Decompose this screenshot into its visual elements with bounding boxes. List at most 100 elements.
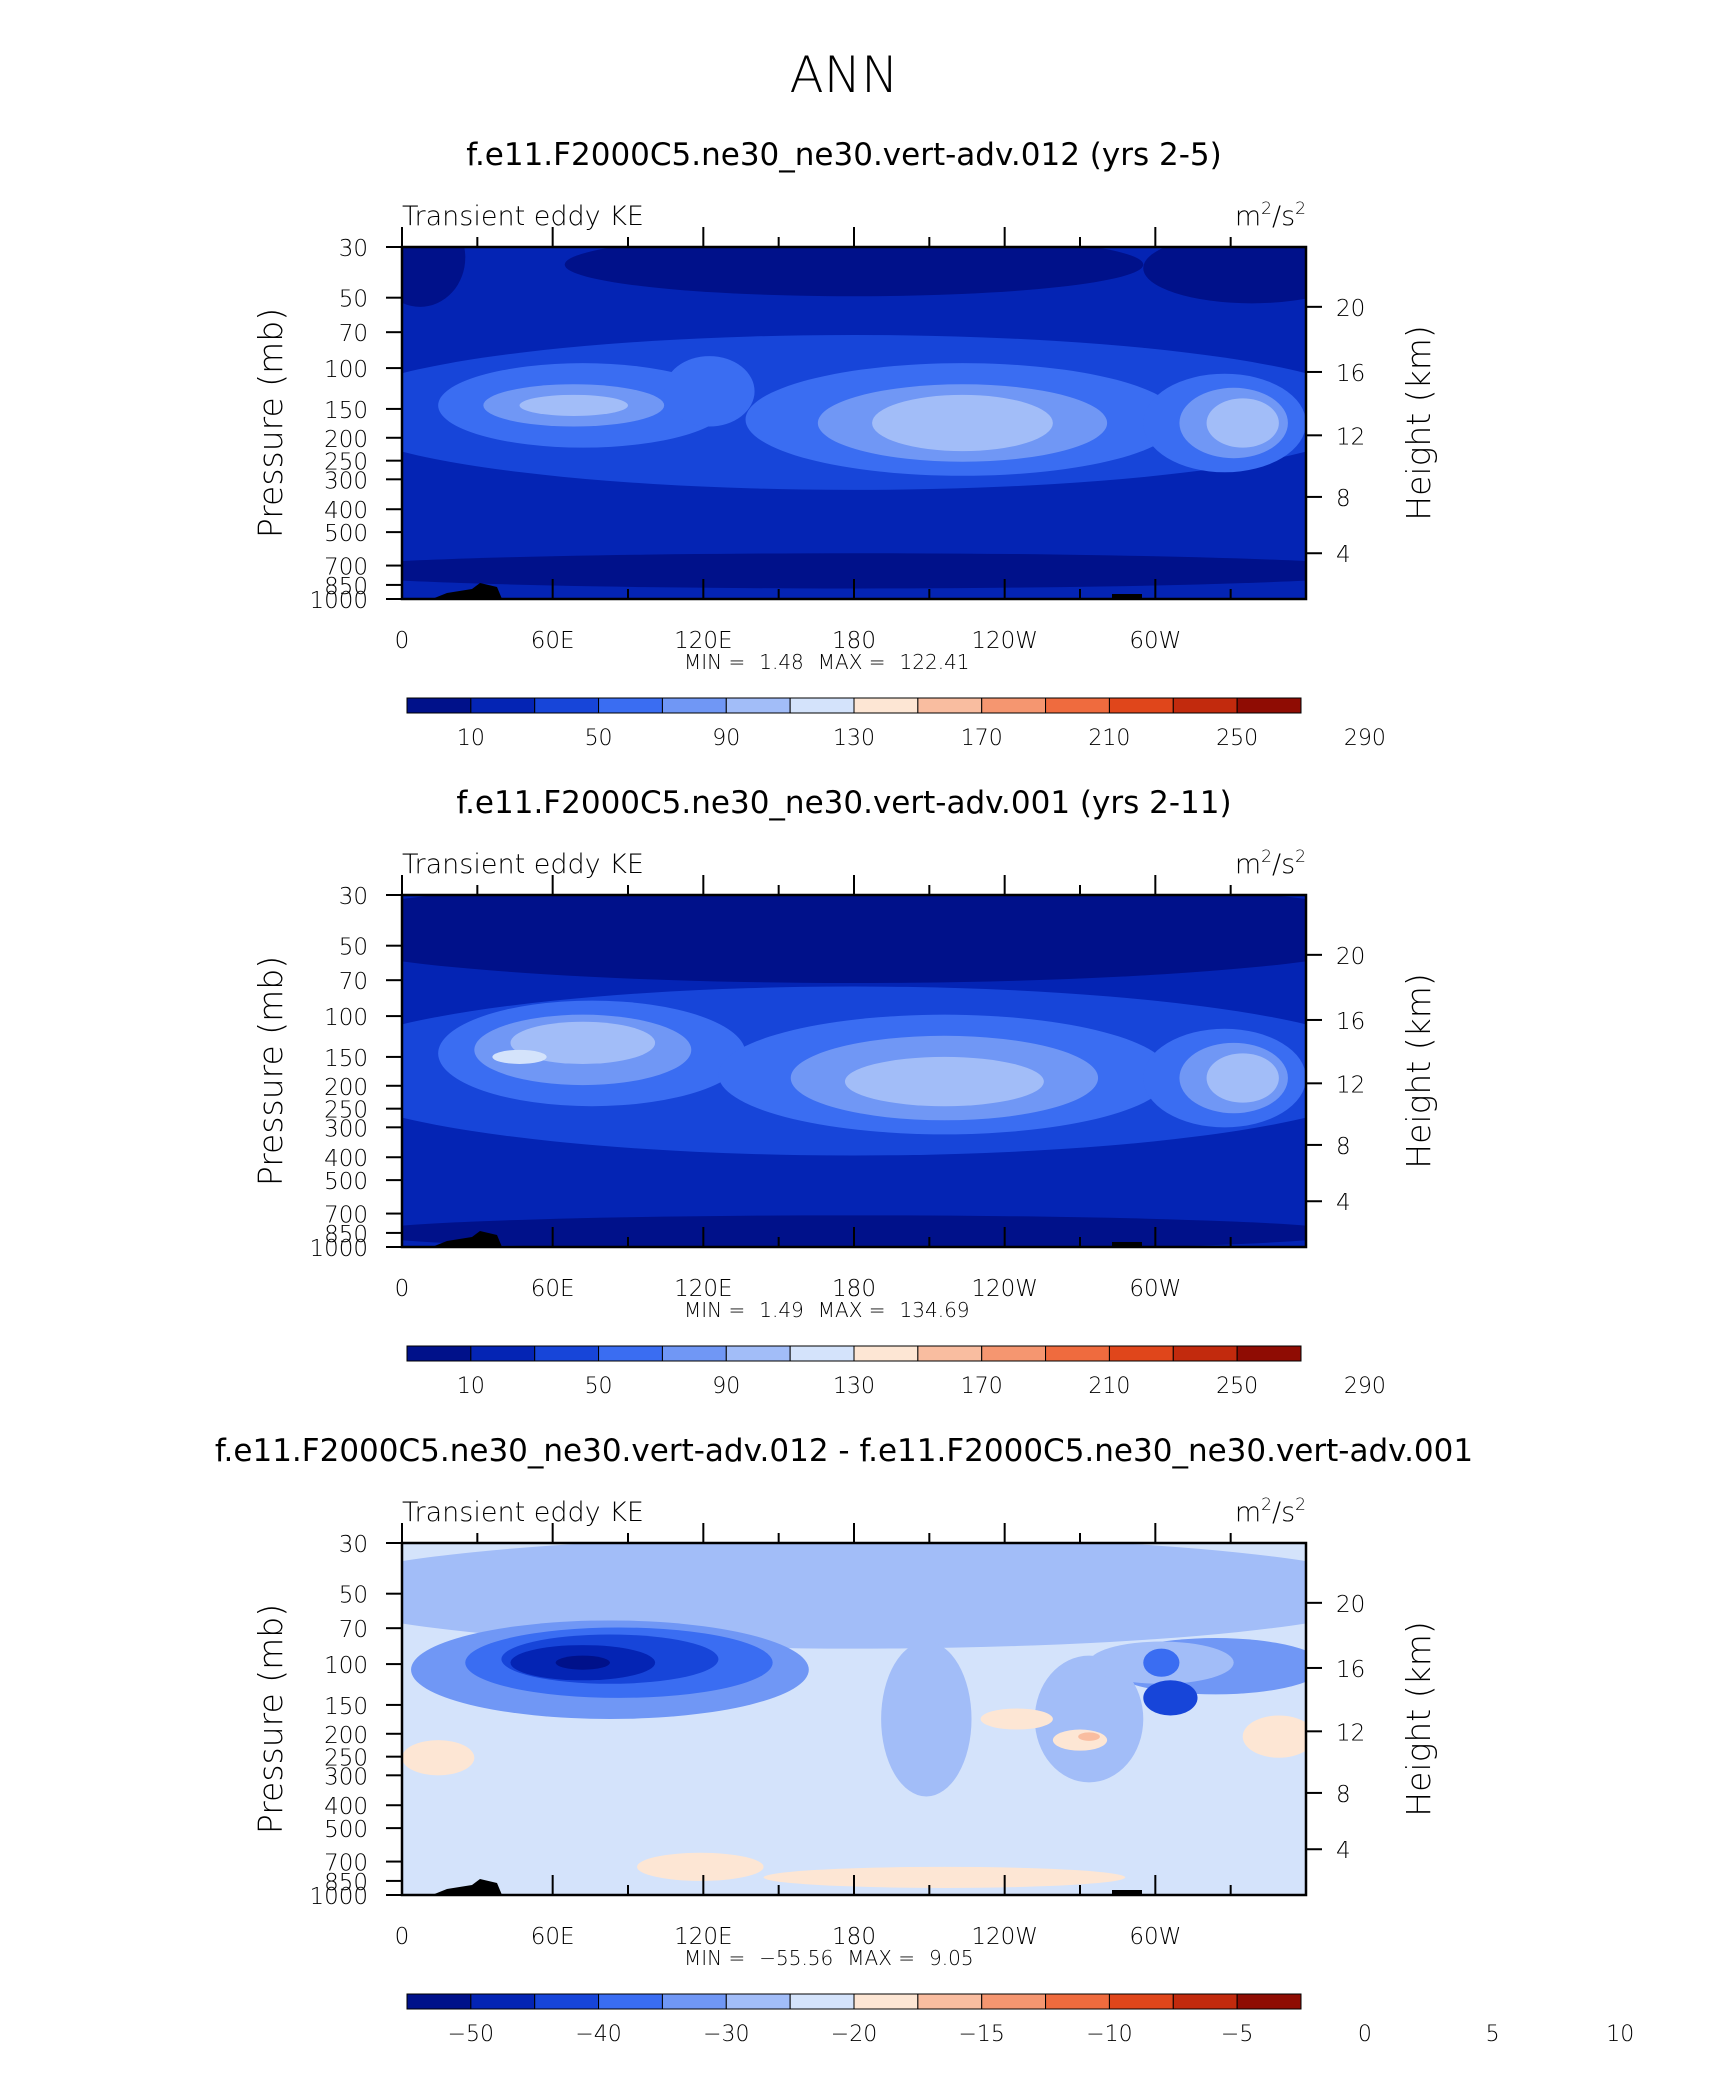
- topography-mask: [1112, 1890, 1142, 1895]
- y-tick-label: 30: [339, 1532, 368, 1558]
- colorbar-label: 90: [712, 726, 740, 751]
- topography-mask: [432, 1879, 502, 1895]
- colorbar-swatch: [661, 697, 727, 714]
- x-tick-label: 180: [832, 1276, 876, 1302]
- x-tick-label: 60E: [531, 1924, 575, 1950]
- x-tick-label: 180: [832, 1924, 876, 1950]
- colorbar-label: 10: [1606, 2022, 1634, 2047]
- colorbar-swatch: [661, 1345, 727, 1362]
- colorbar-swatch: [1236, 1993, 1302, 2010]
- y-right-tick-label: 16: [1336, 1009, 1365, 1035]
- colorbar-swatch: [917, 697, 983, 714]
- min-max-stats: MIN = 1.49 MAX = 134.69: [684, 1298, 970, 1322]
- y-tick-label: 200: [324, 427, 368, 453]
- colorbar-swatch: [725, 1345, 791, 1362]
- colorbar-label: 10: [457, 1374, 485, 1399]
- chart-panel-2: f.e11.F2000C5.ne30_ne30.vert-adv.001 (yr…: [251, 785, 1438, 1399]
- colorbar-swatch: [917, 1345, 983, 1362]
- x-tick-label: 120E: [674, 628, 732, 654]
- y-tick-label: 50: [339, 287, 368, 313]
- chart-title: f.e11.F2000C5.ne30_ne30.vert-adv.001 (yr…: [456, 785, 1231, 821]
- contour-region: [1143, 1680, 1198, 1716]
- y-tick-label: 70: [339, 969, 368, 995]
- contour-region: [1034, 1655, 1144, 1783]
- variable-label: Transient eddy KE: [402, 201, 644, 232]
- colorbar-swatch: [1172, 697, 1238, 714]
- contour-region: [402, 895, 1306, 983]
- contour-region: [402, 553, 1306, 589]
- y-tick-label: 150: [324, 1046, 368, 1072]
- y-right-tick-label: 16: [1336, 361, 1365, 387]
- colorbar: 10 50 90 130 170 210 250 290: [406, 697, 1386, 751]
- colorbar: 10 50 90 130 170 210 250 290: [406, 1345, 1386, 1399]
- contour-region: [1206, 1053, 1279, 1103]
- y-tick-label: 250: [324, 450, 368, 476]
- colorbar-swatch: [406, 697, 472, 714]
- contour-region: [637, 1852, 764, 1881]
- y-tick-label: 30: [339, 236, 368, 262]
- colorbar-swatch: [917, 1993, 983, 2010]
- x-tick-label: 60W: [1129, 1276, 1181, 1302]
- colorbar-label: 90: [712, 1374, 740, 1399]
- contour-region: [872, 394, 1053, 452]
- variable-label: Transient eddy KE: [402, 1497, 644, 1528]
- contour-field: [402, 895, 1306, 1247]
- colorbar-swatch: [406, 1993, 472, 2010]
- x-tick-label: 120W: [971, 628, 1038, 654]
- contour-region: [1078, 1732, 1100, 1741]
- contour-region: [1143, 1648, 1180, 1677]
- x-tick-label: 120W: [971, 1276, 1038, 1302]
- colorbar-label: −50: [448, 2022, 494, 2047]
- y-tick-label: 500: [324, 1169, 368, 1195]
- chart-panel-1: f.e11.F2000C5.ne30_ne30.vert-adv.012 (yr…: [251, 137, 1438, 751]
- colorbar-swatch: [598, 697, 663, 714]
- y-right-tick-label: 12: [1336, 1720, 1365, 1746]
- colorbar-label: −15: [958, 2022, 1004, 2047]
- contour-region: [980, 1708, 1053, 1730]
- y-tick-label: 100: [324, 1653, 368, 1679]
- colorbar-label: −20: [831, 2022, 877, 2047]
- x-tick-label: 120E: [674, 1276, 732, 1302]
- y-tick-label: 100: [324, 1005, 368, 1031]
- colorbar-swatch: [853, 1993, 919, 2010]
- colorbar-swatch: [534, 1345, 600, 1362]
- y-tick-label: 200: [324, 1075, 368, 1101]
- contour-region: [1052, 1729, 1108, 1751]
- contour-region: [519, 394, 628, 416]
- x-tick-label: 0: [395, 1924, 410, 1950]
- colorbar-label: 290: [1344, 1374, 1386, 1399]
- x-tick-label: 180: [832, 628, 876, 654]
- y-tick-label: 400: [324, 498, 368, 524]
- contour-region: [763, 1866, 1126, 1888]
- colorbar-label: 5: [1486, 2022, 1500, 2047]
- colorbar-label: −40: [575, 2022, 621, 2047]
- contour-region: [1206, 398, 1279, 448]
- topography-mask: [1112, 594, 1142, 599]
- colorbar-swatch: [853, 697, 919, 714]
- y-axis-label: Pressure (mb): [251, 308, 290, 538]
- colorbar-swatch: [1108, 1345, 1174, 1362]
- x-tick-label: 60E: [531, 1276, 575, 1302]
- chart-panel-3: f.e11.F2000C5.ne30_ne30.vert-adv.012 - f…: [215, 1433, 1634, 2047]
- colorbar-swatch: [853, 1345, 919, 1362]
- colorbar-label: −5: [1221, 2022, 1253, 2047]
- y-tick-label: 70: [339, 321, 368, 347]
- colorbar-swatch: [981, 1993, 1047, 2010]
- y-tick-label: 100: [324, 357, 368, 383]
- x-tick-label: 0: [395, 628, 410, 654]
- contour-region: [564, 247, 1144, 297]
- y-tick-label: 850: [324, 1870, 368, 1896]
- y-right-tick-label: 4: [1336, 542, 1351, 568]
- y-tick-label: 1000: [309, 1236, 368, 1262]
- colorbar-label: 50: [585, 1374, 613, 1399]
- colorbar-swatch: [406, 1345, 472, 1362]
- colorbar-label: 0: [1358, 2022, 1372, 2047]
- y-tick-label: 300: [324, 1116, 368, 1142]
- colorbar-swatch: [1045, 1993, 1110, 2010]
- contour-region: [844, 1056, 1044, 1107]
- y-tick-label: 50: [339, 935, 368, 961]
- y-tick-label: 30: [339, 884, 368, 910]
- y-tick-label: 400: [324, 1146, 368, 1172]
- y-right-tick-label: 20: [1336, 944, 1365, 970]
